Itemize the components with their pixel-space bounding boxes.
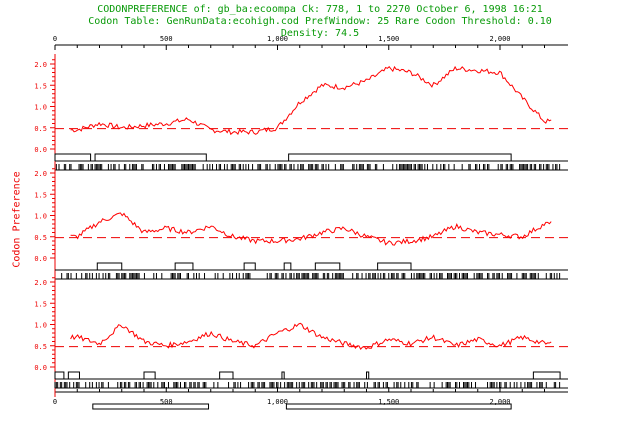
- orf-bracket: [174, 262, 194, 270]
- orf-bracket: [283, 262, 292, 270]
- y-tick-label: 2.0: [34, 279, 47, 287]
- orf-bracket: [54, 371, 65, 379]
- x-tick-label: 1,000: [267, 35, 288, 43]
- y-tick-label: 2.0: [34, 61, 47, 69]
- y-tick-label: 0.0: [34, 146, 47, 154]
- y-tick-label: 0.0: [34, 255, 47, 263]
- plot-params: Codon Table: GenRunData:ecohigh.cod Pref…: [88, 16, 552, 27]
- x-tick-label: 2,000: [489, 398, 510, 406]
- orf-bracket: [94, 153, 207, 161]
- x-tick-label: 2,000: [489, 35, 510, 43]
- y-tick-label: 2.0: [34, 170, 47, 178]
- x-tick-label: 500: [160, 398, 173, 406]
- orf-bracket: [377, 262, 412, 270]
- x-tick-label: 1,500: [378, 398, 399, 406]
- y-tick-label: 1.5: [34, 191, 47, 199]
- y-tick-label: 1.5: [34, 82, 47, 90]
- orf-bracket: [314, 262, 341, 270]
- y-tick-label: 1.0: [34, 213, 47, 221]
- y-tick-label: 0.5: [34, 125, 47, 133]
- x-tick-label: 1,500: [378, 35, 399, 43]
- preference-line-frame-1: [70, 65, 552, 136]
- y-tick-label: 0.0: [34, 364, 47, 372]
- orf-bracket: [243, 262, 256, 270]
- x-tick-label: 0: [53, 35, 57, 43]
- plot-title: CODONPREFERENCE of: gb_ba:ecoompa Ck: 77…: [97, 4, 543, 15]
- orf-bracket: [96, 262, 123, 270]
- orf-bracket: [219, 371, 234, 379]
- preference-line-frame-2: [70, 212, 552, 246]
- orf-bracket: [54, 153, 92, 161]
- orf-bracket: [532, 371, 561, 379]
- summary-orf-bar: [92, 403, 210, 410]
- y-tick-label: 1.0: [34, 104, 47, 112]
- x-tick-label: 0: [53, 398, 57, 406]
- orf-bracket: [143, 371, 156, 379]
- x-tick-label: 500: [160, 35, 173, 43]
- orf-bracket: [288, 153, 512, 161]
- y-tick-label: 1.0: [34, 322, 47, 330]
- y-tick-label: 0.5: [34, 343, 47, 351]
- x-tick-label: 1,000: [267, 398, 288, 406]
- summary-orf-bar: [285, 403, 512, 410]
- y-tick-label: 0.5: [34, 234, 47, 242]
- preference-line-frame-3: [70, 322, 552, 350]
- orf-bracket: [366, 371, 370, 379]
- orf-bracket: [281, 371, 285, 379]
- orf-bracket: [67, 371, 80, 379]
- plot-density: Density: 74.5: [280, 28, 360, 39]
- y-tick-label: 1.5: [34, 300, 47, 308]
